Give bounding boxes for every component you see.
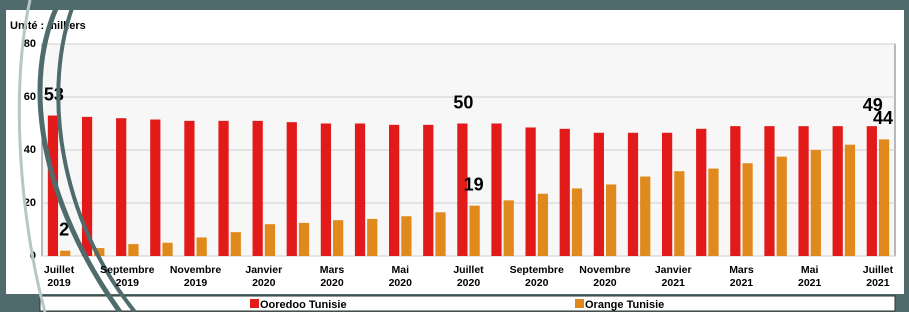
- bar: [253, 121, 263, 256]
- bar: [48, 116, 58, 256]
- bar: [435, 212, 445, 256]
- chart-title: Unité : milliers: [10, 20, 86, 32]
- legend-box: [40, 296, 895, 311]
- bar: [470, 206, 480, 256]
- bar: [423, 125, 433, 256]
- bar: [640, 177, 650, 257]
- legend-swatch: [250, 299, 259, 308]
- x-tick-label: Juillet 2021: [838, 264, 909, 290]
- bar: [504, 200, 514, 256]
- bar: [333, 220, 343, 256]
- bar: [764, 126, 774, 256]
- bar: [594, 133, 604, 256]
- bar: [777, 157, 787, 256]
- bar: [401, 216, 411, 256]
- legend-label: Orange Tunisie: [585, 299, 664, 311]
- data-label: 44: [873, 108, 893, 128]
- bar: [798, 126, 808, 256]
- bar: [389, 125, 399, 256]
- bar: [128, 244, 138, 256]
- bar: [218, 121, 228, 256]
- bar: [833, 126, 843, 256]
- screen: Unité : milliers 02040608053250194944Oor…: [0, 0, 909, 312]
- bar: [811, 150, 821, 256]
- bar: [321, 124, 331, 257]
- bar: [662, 133, 672, 256]
- bar: [730, 126, 740, 256]
- bar: [606, 184, 616, 256]
- legend-label: Ooredoo Tunisie: [260, 299, 347, 311]
- y-tick-label: 20: [24, 197, 36, 209]
- bar: [299, 223, 309, 256]
- bar: [197, 237, 207, 256]
- bar: [60, 251, 70, 256]
- bar: [150, 120, 160, 256]
- bar: [560, 129, 570, 256]
- data-label: 53: [44, 84, 64, 104]
- bar: [265, 224, 275, 256]
- y-tick-label: 0: [30, 250, 36, 262]
- y-tick-label: 60: [24, 91, 36, 103]
- bar: [538, 194, 548, 256]
- bar: [867, 126, 877, 256]
- bar: [94, 248, 104, 256]
- bar: [162, 243, 172, 256]
- y-tick-label: 40: [24, 144, 36, 156]
- bar: [82, 117, 92, 256]
- bar: [879, 139, 889, 256]
- bar: [526, 127, 536, 256]
- bar: [572, 188, 582, 256]
- bar: [491, 124, 501, 257]
- data-label: 19: [464, 174, 484, 194]
- data-label: 50: [453, 92, 473, 112]
- bar: [355, 124, 365, 257]
- bar: [628, 133, 638, 256]
- bar: [367, 219, 377, 256]
- bar: [116, 118, 126, 256]
- bar: [845, 145, 855, 256]
- data-label: 2: [59, 219, 69, 239]
- bar: [674, 171, 684, 256]
- bar: [231, 232, 241, 256]
- bar: [287, 122, 297, 256]
- bar: [708, 169, 718, 256]
- legend-swatch: [575, 299, 584, 308]
- bar: [696, 129, 706, 256]
- bar: [742, 163, 752, 256]
- bar: [184, 121, 194, 256]
- y-tick-label: 80: [24, 38, 36, 50]
